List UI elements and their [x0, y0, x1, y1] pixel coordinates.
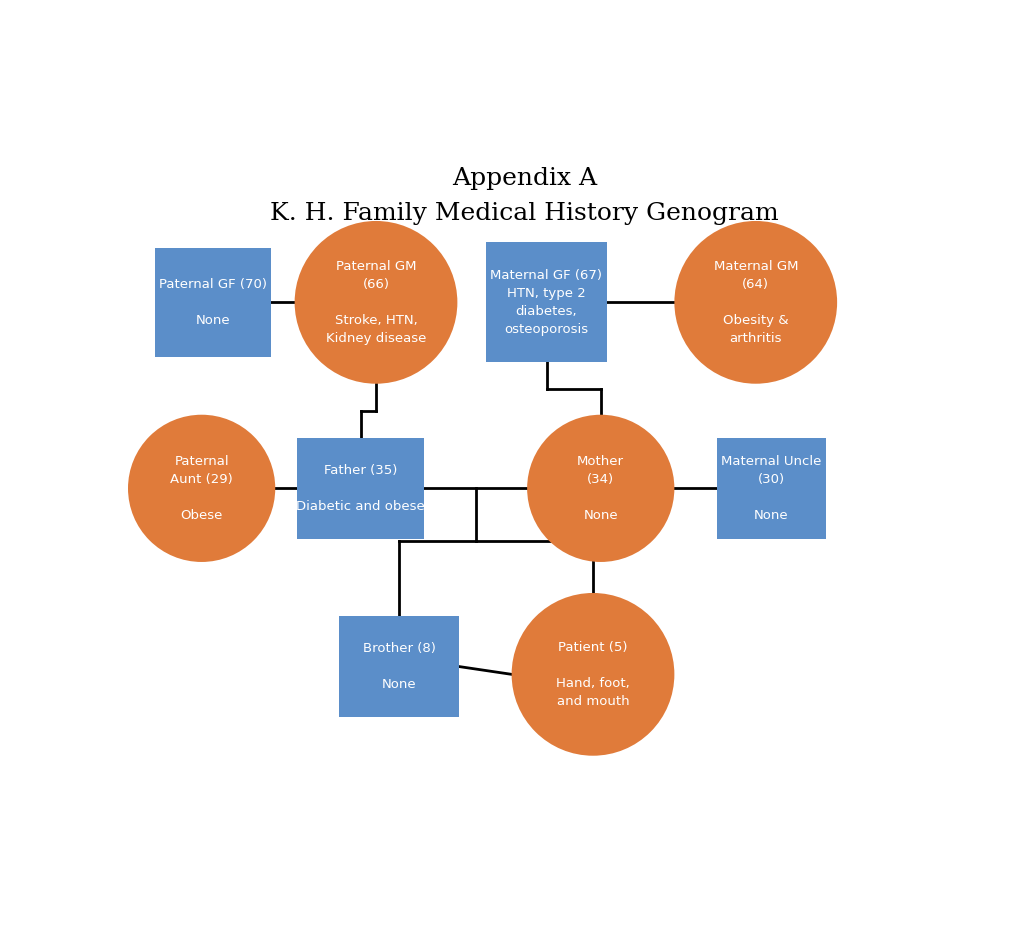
Ellipse shape	[128, 414, 275, 562]
FancyBboxPatch shape	[717, 438, 825, 539]
FancyBboxPatch shape	[297, 438, 424, 539]
Text: Mother
(34)

None: Mother (34) None	[578, 455, 625, 522]
Text: Brother (8)

None: Brother (8) None	[362, 642, 435, 691]
Text: Maternal Uncle
(30)

None: Maternal Uncle (30) None	[721, 455, 821, 522]
FancyBboxPatch shape	[486, 243, 606, 362]
Text: Maternal GF (67)
HTN, type 2
diabetes,
osteoporosis: Maternal GF (67) HTN, type 2 diabetes, o…	[490, 269, 602, 336]
Ellipse shape	[527, 414, 675, 562]
Text: Paternal GF (70)

None: Paternal GF (70) None	[160, 278, 267, 327]
Ellipse shape	[675, 221, 838, 383]
FancyBboxPatch shape	[339, 616, 460, 717]
Ellipse shape	[295, 221, 458, 383]
Text: Patient (5)

Hand, foot,
and mouth: Patient (5) Hand, foot, and mouth	[556, 641, 630, 708]
Text: Paternal
Aunt (29)

Obese: Paternal Aunt (29) Obese	[170, 455, 233, 522]
Text: Paternal GM
(66)

Stroke, HTN,
Kidney disease: Paternal GM (66) Stroke, HTN, Kidney dis…	[326, 260, 426, 345]
Ellipse shape	[512, 593, 675, 756]
Text: Appendix A: Appendix A	[453, 167, 597, 190]
Text: Father (35)

Diabetic and obese: Father (35) Diabetic and obese	[296, 464, 425, 513]
Text: K. H. Family Medical History Genogram: K. H. Family Medical History Genogram	[270, 202, 779, 225]
FancyBboxPatch shape	[155, 248, 271, 357]
Text: Maternal GM
(64)

Obesity &
arthritis: Maternal GM (64) Obesity & arthritis	[714, 260, 798, 345]
